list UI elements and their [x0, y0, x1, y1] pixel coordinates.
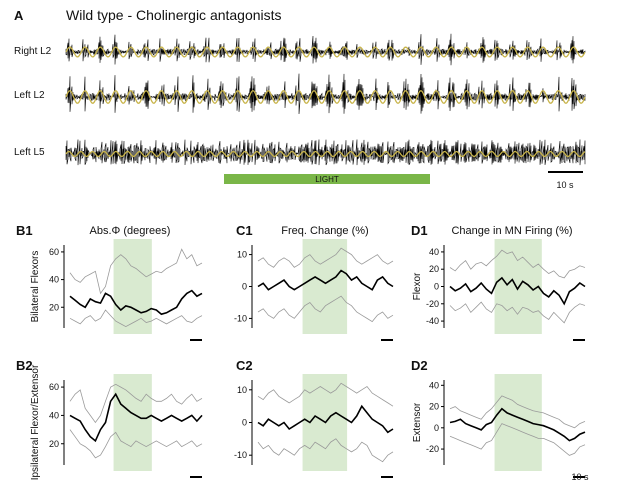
bound-line [449, 249, 586, 279]
mean-line [69, 392, 203, 443]
y-tick-label: -10 [234, 313, 247, 323]
figure-title: Wild type - Cholinergic antagonists [66, 7, 282, 23]
chart-d1: -40 -20 0 20 40 Change in MN Firing (%) Flexor [412, 225, 586, 341]
y-tick-label: 0 [242, 282, 247, 292]
mean-line [257, 404, 394, 434]
bound-line [69, 309, 203, 328]
y-tick-label: 40 [49, 410, 59, 420]
y-tick-label: 40 [429, 380, 439, 390]
panel-letter-c2: C2 [236, 358, 253, 373]
bound-line [257, 382, 394, 407]
chart-title: Abs.Φ (degrees) [90, 225, 171, 237]
bound-line [257, 247, 394, 268]
y-tick-label: 0 [434, 423, 439, 433]
panel-letter-d2: D2 [411, 358, 428, 373]
bound-line [257, 295, 394, 323]
filtered-trace [65, 46, 586, 58]
chart-title: Freq. Change (%) [281, 225, 368, 237]
scale-label-a: 10 s [556, 180, 574, 190]
chart-title: Change in MN Firing (%) [451, 225, 572, 237]
trace-right-l2 [65, 33, 586, 66]
filtered-trace [65, 89, 586, 105]
y-tick-label: 60 [49, 382, 59, 392]
chart-d2: -20 0 20 40 Extensor [412, 374, 586, 478]
chart-b2: 20 40 60 Ipsilateral Flexor/Extensor [30, 364, 203, 480]
panel-letter-c1: C1 [236, 223, 253, 238]
bound-line [449, 423, 586, 456]
bound-line [449, 301, 586, 324]
bound-line [69, 383, 203, 424]
light-label: LIGHT [315, 175, 339, 184]
light-window-shade [113, 374, 152, 471]
mean-line [449, 407, 586, 442]
chart-ylabel: Ipsilateral Flexor/Extensor [30, 364, 41, 480]
panel-letter-a: A [14, 8, 24, 23]
mean-line [69, 289, 203, 316]
chart-ylabel: Flexor [412, 272, 423, 300]
filtered-trace [65, 150, 586, 158]
mean-line [449, 276, 586, 306]
raw-trace [65, 73, 586, 115]
bound-line [449, 395, 586, 429]
y-tick-label: -20 [426, 299, 439, 309]
trace-label-left-l5: Left L5 [14, 147, 45, 158]
chart-b1: 20 40 60 Abs.Φ (degrees) Bilateral Flexors [30, 225, 203, 341]
bound-line [257, 438, 394, 463]
y-tick-label: 20 [429, 402, 439, 412]
y-tick-label: 40 [429, 247, 439, 257]
y-tick-label: 20 [49, 302, 59, 312]
y-tick-label: 40 [49, 275, 59, 285]
y-tick-label: 20 [49, 439, 59, 449]
y-tick-label: -20 [426, 444, 439, 454]
bound-line [69, 429, 203, 459]
y-tick-label: -40 [426, 316, 439, 326]
light-window-shade [494, 374, 542, 471]
light-window-shade [113, 239, 152, 334]
trace-left-l2 [65, 73, 586, 115]
bound-line [69, 248, 203, 295]
panel-letter-b2: B2 [16, 358, 33, 373]
chart-c1: -10 0 10 Freq. Change (%) [234, 225, 394, 341]
trace-label-right-l2: Right L2 [14, 46, 52, 57]
y-tick-label: 60 [49, 247, 59, 257]
chart-c2: -10 0 10 [234, 374, 394, 478]
trace-left-l5 [65, 139, 586, 166]
panel-letter-b1: B1 [16, 223, 33, 238]
y-tick-label: 10 [237, 250, 247, 260]
scale-label-d2: 10 s [571, 472, 589, 482]
y-tick-label: 0 [434, 282, 439, 292]
mean-line [257, 269, 394, 291]
y-tick-label: 0 [242, 418, 247, 428]
chart-ylabel: Bilateral Flexors [30, 251, 41, 323]
chart-ylabel: Extensor [412, 402, 423, 442]
y-tick-label: 10 [237, 385, 247, 395]
y-tick-label: 20 [429, 264, 439, 274]
light-window-shade [302, 239, 348, 334]
panel-letter-d1: D1 [411, 223, 428, 238]
y-tick-label: -10 [234, 450, 247, 460]
light-window-shade [494, 239, 542, 334]
trace-label-left-l2: Left L2 [14, 90, 45, 101]
raw-trace [65, 33, 586, 66]
light-bar [224, 174, 430, 184]
